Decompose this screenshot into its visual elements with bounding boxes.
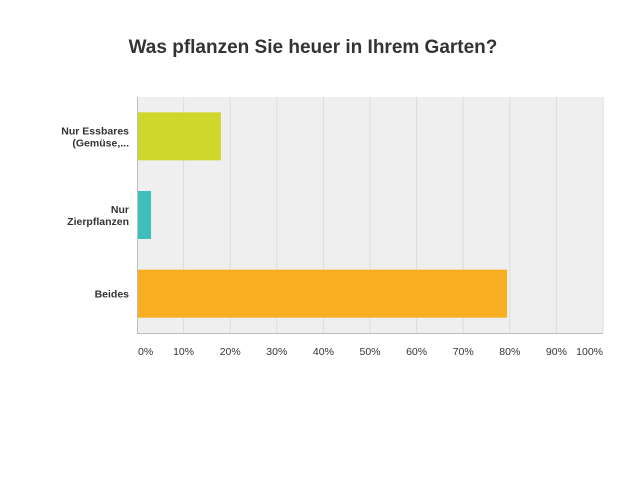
bar (137, 112, 221, 161)
x-tick-label: 10% (173, 346, 194, 358)
x-tick-label: 0% (138, 346, 153, 358)
category-label: (Gemüse,... (72, 137, 129, 149)
x-tick-label: 90% (546, 346, 567, 358)
x-tick-label: 70% (453, 346, 474, 358)
category-label: Nur Essbares (61, 125, 129, 137)
x-tick-label: 80% (499, 346, 520, 358)
x-tick-label: 40% (313, 346, 334, 358)
bar (137, 269, 508, 318)
x-tick-label: 100% (576, 346, 603, 358)
category-label: Beides (95, 289, 130, 301)
x-tick-label: 20% (220, 346, 241, 358)
chart-title: Was pflanzen Sie heuer in Ihrem Garten? (129, 37, 498, 58)
x-tick-label: 60% (406, 346, 427, 358)
x-tick-label: 50% (359, 346, 380, 358)
category-label: Zierpflanzen (67, 216, 129, 228)
category-label: Nur (111, 204, 129, 216)
x-tick-label: 30% (266, 346, 287, 358)
bar (137, 191, 152, 239)
